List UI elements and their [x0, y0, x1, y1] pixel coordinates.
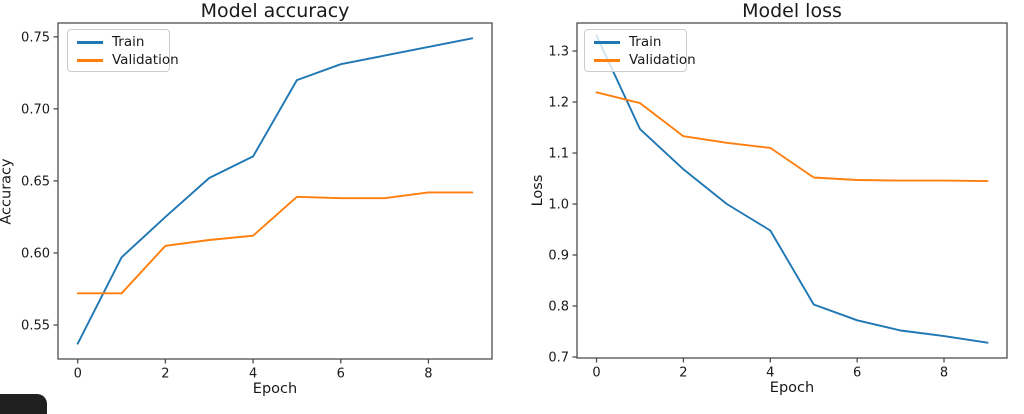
train-line: [595, 34, 989, 344]
train-line-swatch: [594, 41, 620, 44]
loss-legend: Train Validation: [584, 29, 696, 72]
corner-overlay: [0, 394, 47, 414]
y-tick-label: 0.9: [548, 249, 569, 264]
y-tick-label: 1.0: [548, 198, 569, 213]
train-line-swatch: [77, 41, 103, 44]
validation-line: [76, 191, 474, 295]
legend-entry-validation: Validation: [594, 53, 696, 68]
y-tick-label: 0.60: [21, 246, 50, 261]
y-tick-label: 0.8: [548, 299, 569, 314]
legend-entry-train: Train: [594, 35, 677, 50]
accuracy-x-axis-label: Epoch: [252, 381, 298, 397]
train-line: [76, 37, 474, 345]
y-tick-label: 0.7: [548, 350, 569, 365]
y-tick-label: 1.3: [548, 45, 569, 60]
legend-entry-validation: Validation: [77, 53, 179, 68]
legend-label: Train: [629, 34, 662, 50]
legend-label: Validation: [112, 52, 179, 68]
x-tick-label: 0: [74, 367, 82, 382]
legend-entry-train: Train: [77, 35, 160, 50]
validation-line: [595, 91, 989, 183]
x-tick-label: 8: [940, 366, 948, 381]
y-tick-label: 0.70: [21, 102, 50, 117]
legend-label: Validation: [629, 52, 696, 68]
x-tick-label: 4: [766, 366, 774, 381]
x-tick-label: 8: [424, 367, 432, 382]
accuracy-chart-title: Model accuracy: [200, 0, 350, 22]
x-tick-label: 4: [249, 367, 257, 382]
loss-chart-title: Model loss: [742, 0, 842, 22]
y-tick-label: 1.1: [548, 147, 569, 162]
x-tick-label: 6: [853, 366, 861, 381]
legend-label: Train: [112, 34, 145, 50]
x-tick-label: 2: [161, 367, 169, 382]
plot-spines: [57, 22, 493, 360]
y-tick-label: 0.65: [21, 174, 50, 189]
x-tick-label: 6: [337, 367, 345, 382]
validation-line-swatch: [77, 59, 103, 62]
plot-spines: [576, 22, 1008, 359]
accuracy-legend: Train Validation: [67, 29, 179, 72]
y-tick-label: 0.55: [21, 318, 50, 333]
x-tick-label: 2: [679, 366, 687, 381]
loss-x-axis-label: Epoch: [769, 380, 815, 396]
y-tick-label: 1.2: [548, 96, 569, 111]
validation-line-swatch: [594, 59, 620, 62]
x-tick-label: 0: [592, 366, 600, 381]
y-tick-label: 0.75: [21, 30, 50, 45]
loss-y-axis-label: Loss: [529, 174, 546, 207]
